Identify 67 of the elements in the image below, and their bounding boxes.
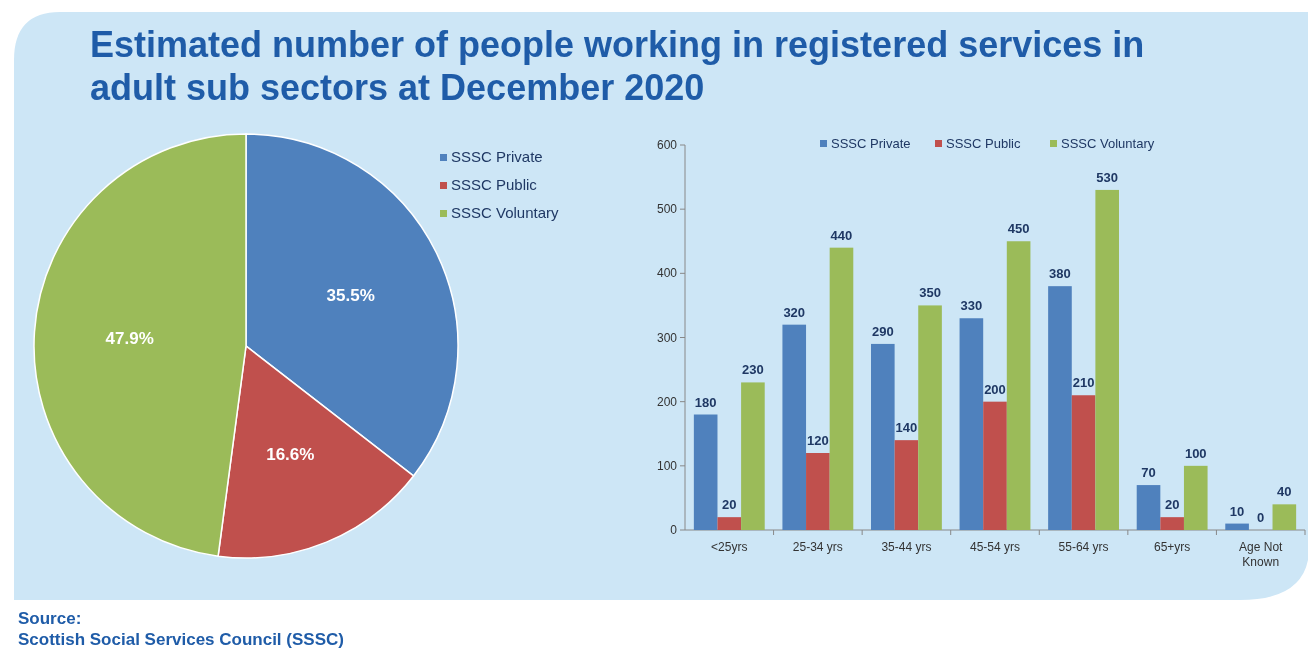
bar <box>959 318 984 530</box>
bar <box>782 324 807 530</box>
text: Scottish Social Services Council (SSSC) <box>18 630 344 649</box>
legend-label: SSSC Public <box>451 176 538 193</box>
data-label: 100 <box>1184 445 1207 461</box>
data-label: 47.9% <box>105 329 154 349</box>
data-label: 210 <box>1072 375 1095 391</box>
y-tick-label: 400 <box>656 266 678 281</box>
data-label: 70 <box>1141 465 1156 481</box>
x-tick-label: 25-34 yrs <box>792 540 843 554</box>
bar <box>1225 523 1249 530</box>
x-tick-label: 55-64 yrs <box>1058 540 1109 554</box>
source-note: Source: <box>18 609 82 628</box>
data-label: 350 <box>919 285 941 301</box>
legend-label: SSSC Private <box>831 136 911 151</box>
bar <box>693 414 718 530</box>
legend-label: SSSC Public <box>946 136 1021 151</box>
data-label: 140 <box>895 420 918 436</box>
data-label: 120 <box>807 433 829 448</box>
data-label: 290 <box>871 323 894 339</box>
bar <box>1272 504 1297 530</box>
legend-label: SSSC Voluntary <box>451 204 560 221</box>
bar <box>1095 189 1119 530</box>
x-tick-label: 65+yrs <box>1153 540 1191 554</box>
bar <box>983 401 1007 530</box>
x-tick-label: Age Not Known <box>1239 540 1284 569</box>
bar <box>1006 241 1031 530</box>
chart-title: Estimated number of people working in registered services in adult sub sectors at December 2020 <box>90 24 1145 108</box>
data-label: 20 <box>1164 497 1180 513</box>
legend-label: SSSC Private <box>451 148 543 165</box>
bar <box>1071 395 1096 530</box>
data-label: 20 <box>722 497 737 513</box>
bar <box>806 453 830 530</box>
data-label: 450 <box>1007 221 1030 237</box>
y-tick-label: 100 <box>656 458 678 473</box>
bar <box>1160 517 1184 530</box>
data-label: 180 <box>694 394 717 410</box>
data-label: 380 <box>1049 266 1071 282</box>
bar <box>717 517 742 530</box>
data-label: 200 <box>984 381 1006 397</box>
bar <box>1183 465 1208 530</box>
data-label: 530 <box>1096 169 1119 185</box>
bar <box>829 247 854 530</box>
data-label: 35.5% <box>326 285 375 305</box>
bar <box>1136 485 1161 530</box>
data-label: 16.6% <box>266 444 315 464</box>
bar <box>1048 286 1072 530</box>
bar <box>871 343 895 530</box>
data-label: 440 <box>830 227 853 243</box>
data-label: 10 <box>1229 503 1245 519</box>
data-label: 0 <box>1257 510 1265 525</box>
legend-label: SSSC Voluntary <box>1061 136 1155 151</box>
y-tick-label: 300 <box>656 330 678 345</box>
x-tick-label: 35-44 yrs <box>881 540 932 554</box>
bar <box>894 440 919 530</box>
y-tick-label: 500 <box>656 202 678 217</box>
data-label: 40 <box>1277 484 1292 500</box>
data-label: 330 <box>960 298 983 314</box>
y-tick-label: 600 <box>656 138 678 152</box>
x-tick-label: 45-54 yrs <box>969 540 1021 554</box>
data-label: 320 <box>783 304 806 320</box>
data-label: 230 <box>742 362 764 378</box>
x-tick-label: <25yrs <box>711 540 748 554</box>
y-tick-label: 200 <box>656 394 678 409</box>
bar <box>918 305 942 530</box>
bar <box>741 382 765 530</box>
y-tick-label: 0 <box>670 523 678 537</box>
